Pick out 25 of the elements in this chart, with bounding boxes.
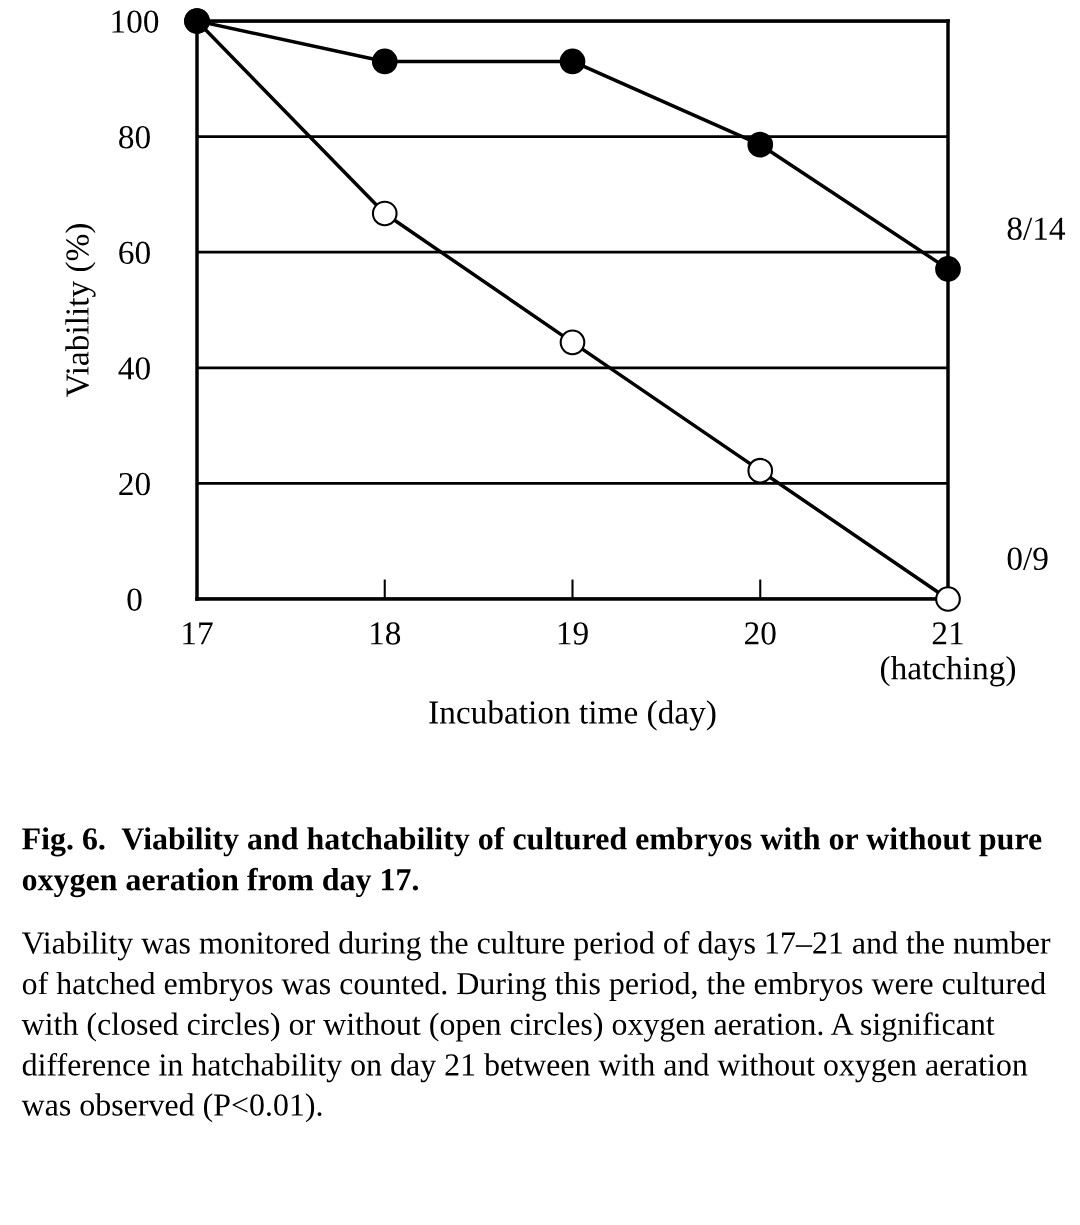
point	[559, 48, 586, 75]
point	[559, 329, 586, 356]
x-axis-title: Incubation time (day)	[429, 700, 716, 731]
point	[747, 131, 774, 158]
point	[371, 48, 398, 75]
x-tick-label: 21 (hatching)	[880, 622, 1016, 687]
point	[935, 256, 961, 282]
point	[747, 457, 774, 484]
x-tick-label: 20	[745, 622, 776, 645]
x-tick-label: 17	[183, 622, 213, 645]
caption: Fig. 6. Viability and hatchability of cultured embryos with or without pure oxygen aeration from day 17.	[22, 826, 1042, 898]
y-tick-label: 80	[119, 126, 150, 149]
y-tick-label: 60	[119, 241, 150, 265]
y-tick-label: 20	[119, 472, 150, 496]
x-tick-label: 18	[371, 622, 401, 645]
y-tick-label: 100	[112, 10, 159, 33]
point	[371, 200, 398, 227]
y-tick-label: 40	[118, 357, 150, 380]
point	[935, 586, 961, 612]
text: Viability was monitored during the culture period of days 17–21 and the number of hatched embryos was counted. During this period, the embryos were cultured with (closed circles) or without (open circles) oxygen aeration. A significant difference in hatchability on day 21 between with and without oxygen aeration was observed (P<0.01).	[21, 931, 1051, 1123]
annotation: 0/9	[1007, 547, 1048, 571]
y-tick-label: 0	[127, 588, 142, 611]
annotation: 8/14	[1007, 217, 1066, 240]
x-tick-label: 19	[558, 622, 588, 645]
y-axis-title: Viability (%)	[65, 224, 96, 398]
